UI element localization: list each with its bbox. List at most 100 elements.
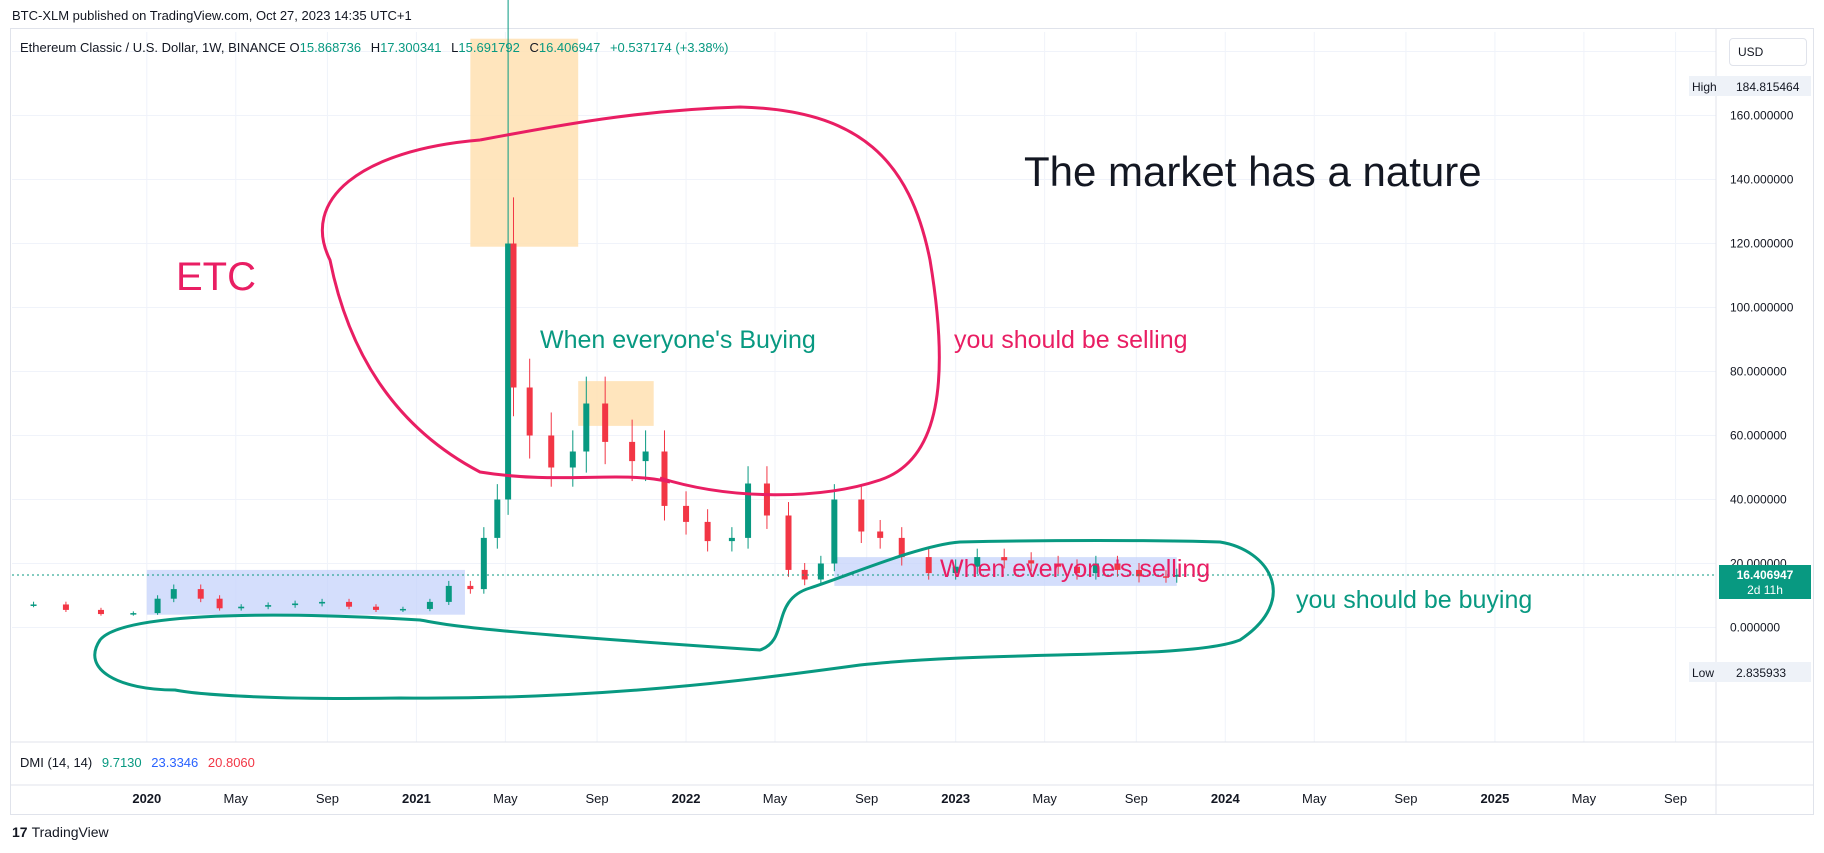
candle-body [130, 613, 137, 615]
high-label: H [370, 40, 381, 55]
footer: 17 TradingView [12, 824, 109, 840]
x-tick-label: 2021 [402, 791, 431, 806]
x-tick-label: 2020 [132, 791, 161, 806]
x-tick-label: Sep [316, 791, 339, 806]
candle-body [745, 483, 752, 538]
etc-label: ETC [176, 255, 256, 299]
x-tick-label: Sep [855, 791, 878, 806]
candle-body [1028, 560, 1035, 564]
y-tick-label: 160.000000 [1730, 109, 1794, 123]
candle-body [583, 403, 590, 452]
change-value: +0.537174 (+3.38%) [609, 40, 729, 55]
candle-body [62, 604, 69, 610]
open-value: 15.868736 [299, 40, 362, 55]
x-tick-label: May [763, 791, 788, 806]
close-value: 16.406947 [538, 40, 601, 55]
y-tick-label: 40.000000 [1730, 493, 1787, 507]
high-value: 17.300341 [380, 40, 442, 55]
high-badge [1689, 76, 1811, 96]
x-tick-label: 2022 [672, 791, 701, 806]
zone-accumulation-blue [146, 569, 465, 615]
low-badge [1689, 662, 1811, 682]
x-tick-label: May [224, 791, 249, 806]
buy-advice-text: you should be buying [1296, 586, 1532, 614]
symbol-legend: Ethereum Classic / U.S. Dollar, 1W, BINA… [20, 40, 734, 55]
footer-brand[interactable]: TradingView [31, 824, 109, 840]
chart-frame [10, 28, 1814, 815]
green-loop-annotation [93, 539, 1275, 700]
candle-body [728, 537, 735, 542]
low-value: 2.835933 [1736, 666, 1786, 680]
candle-body [346, 601, 353, 607]
symbol-name[interactable]: Ethereum Classic / U.S. Dollar, 1W, BINA… [20, 40, 286, 55]
publish-line: BTC-XLM published on TradingView.com, Oc… [12, 8, 412, 23]
candle-body [494, 499, 501, 538]
candle-body [292, 603, 299, 606]
candle-body [1136, 569, 1143, 577]
candle-body [801, 569, 808, 580]
zone-mid-orange [578, 381, 654, 426]
candle-body [426, 601, 433, 609]
candle-body [238, 606, 245, 609]
x-tick-label: May [1572, 791, 1597, 806]
candle-body [154, 598, 161, 614]
candle-body [526, 387, 533, 436]
candle-body [30, 604, 37, 606]
candle-body [817, 563, 824, 580]
candle-body [372, 606, 379, 610]
candle-body [683, 505, 690, 522]
dmi-value-3: 20.8060 [207, 755, 255, 770]
candle-body [97, 609, 104, 615]
low-value: 15.691792 [458, 40, 520, 55]
x-tick-label: Sep [586, 791, 609, 806]
high-label: High [1692, 80, 1717, 94]
candle-body [898, 537, 905, 558]
y-tick-label: 60.000000 [1730, 429, 1787, 443]
close-label: C [529, 40, 539, 55]
last-price-value: 16.406947 [1737, 568, 1794, 582]
x-tick-label: Sep [1125, 791, 1148, 806]
candle-body [785, 515, 792, 570]
zone-range-blue [834, 557, 1177, 586]
open-label: O [289, 40, 300, 55]
when-selling-text: When everyone's selling [940, 555, 1210, 583]
low-label: L [451, 40, 459, 55]
candle-body [170, 589, 177, 599]
candle-body [1173, 574, 1180, 577]
y-tick-label: 80.000000 [1730, 365, 1787, 379]
candle-body [480, 537, 487, 590]
candle-body [467, 585, 474, 590]
candle-body [974, 557, 981, 567]
y-tick-label: 100.000000 [1730, 301, 1794, 315]
candle-body [858, 499, 865, 532]
candle-body [569, 451, 576, 468]
candle-body [1114, 563, 1121, 570]
x-tick-label: May [1302, 791, 1327, 806]
candle-body [216, 598, 223, 609]
low-label: Low [1692, 666, 1714, 680]
when-buying-text: When everyone's Buying [540, 326, 816, 354]
tradingview-logo-icon[interactable]: 17 [12, 824, 28, 840]
y-tick-label: 140.000000 [1730, 173, 1794, 187]
candle-body [445, 585, 452, 602]
candle-body [1001, 557, 1008, 561]
candle-body [399, 608, 406, 611]
x-tick-label: Sep [1664, 791, 1687, 806]
candle-body [197, 589, 204, 599]
last-price-badge [1719, 564, 1811, 599]
x-tick-label: May [1032, 791, 1057, 806]
candle-body [952, 566, 959, 574]
candle-body [831, 499, 838, 564]
currency-button[interactable]: USD [1729, 38, 1807, 66]
sell-advice-text: you should be selling [954, 326, 1188, 354]
x-tick-label: May [493, 791, 518, 806]
candle-body [925, 557, 932, 574]
market-nature-title: The market has a nature [1024, 148, 1482, 195]
candle-body [763, 483, 770, 516]
red-loop-annotation [320, 105, 941, 497]
dmi-label[interactable]: DMI (14, 14) [20, 755, 93, 770]
dmi-legend: DMI (14, 14) 9.7130 23.3346 20.8060 [20, 755, 255, 770]
candle-body [510, 243, 517, 388]
candle-body [642, 451, 649, 462]
